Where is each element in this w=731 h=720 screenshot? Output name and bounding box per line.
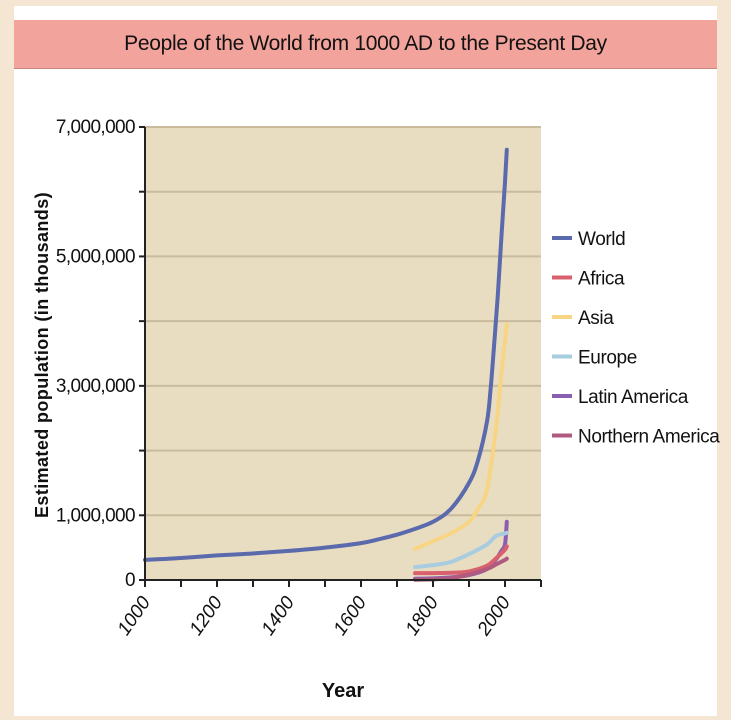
legend-label-latin-america: Latin America xyxy=(578,387,689,408)
legend: World Africa Asia Europe Latin America Northe… xyxy=(552,229,721,448)
y-tick-label: 7,000,000 xyxy=(56,117,135,138)
legend-label-africa: Africa xyxy=(578,269,625,290)
series-line-asia xyxy=(413,322,509,551)
y-axis-title: Estimated population (in thousands) xyxy=(32,192,52,518)
series-line-world xyxy=(143,147,509,562)
x-tick-label: 2000 xyxy=(473,592,515,640)
series-lines xyxy=(143,147,509,582)
y-tick-label: 1,000,000 xyxy=(56,505,135,526)
y-tick-label: 5,000,000 xyxy=(56,246,135,267)
legend-label-asia: Asia xyxy=(578,308,614,329)
x-tick-label: 1200 xyxy=(186,592,228,639)
chart-title: People of the World from 1000 AD to the … xyxy=(124,32,607,55)
x-tick-label: 1000 xyxy=(114,592,156,639)
series-line-europe xyxy=(413,530,509,570)
x-tick-label: 1800 xyxy=(402,592,444,639)
legend-label-northern-america: Northern America xyxy=(578,427,720,448)
x-tick-label: 1400 xyxy=(258,592,300,639)
series-line-africa xyxy=(413,544,509,576)
legend-label-world: World xyxy=(578,229,625,250)
chart-title-bar: People of the World from 1000 AD to the … xyxy=(14,20,717,69)
legend-label-europe: Europe xyxy=(578,348,637,369)
plot-area xyxy=(145,127,541,580)
y-tick-label: 0 xyxy=(125,570,135,591)
y-tick-label: 3,000,000 xyxy=(56,376,135,397)
x-tick-label: 1600 xyxy=(330,592,372,639)
x-axis-title: Year xyxy=(322,680,364,702)
